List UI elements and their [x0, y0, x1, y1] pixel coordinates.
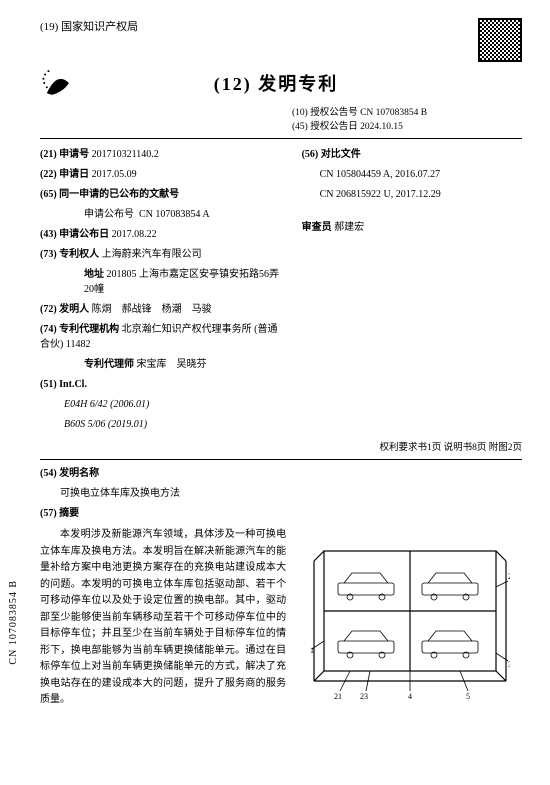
inventors: (72) 发明人 陈烔 郝战锋 杨潮 马骏 [40, 302, 284, 317]
application-no: (21) 申请号 201710321140.2 [40, 147, 284, 162]
cnipa-logo-icon [40, 66, 74, 100]
invention-name: 可换电立体车库及换电方法 [40, 486, 522, 501]
field-65: (65) 同一申请的已公布的文献号 [40, 187, 284, 202]
doc-type-title: (12) 发明专利 [214, 70, 339, 96]
invention-name-label: (54) 发明名称 [40, 466, 522, 481]
application-date: (22) 申请日 2017.05.09 [40, 167, 284, 182]
ipc-2: B60S 5/06 (2019.01) [64, 417, 284, 432]
examiner: 审查员 郝建宏 [302, 220, 522, 235]
divider [40, 459, 522, 460]
side-patent-code: CN 107083854 B [8, 580, 19, 665]
pub-no-row: (10) 授权公告号 CN 107083854 B [292, 104, 522, 118]
patentee: (73) 专利权人 上海蔚来汽车有限公司 [40, 247, 284, 262]
callout-5: 5 [466, 692, 470, 701]
citation-2: CN 206815922 U, 2017.12.29 [302, 187, 522, 202]
callout-23: 23 [360, 692, 368, 701]
qr-code [478, 18, 522, 62]
agent: 专利代理师 宋宝库 吴晓芬 [40, 357, 284, 372]
prior-pub-date: (43) 申请公布日 2017.08.22 [40, 227, 284, 242]
intcl-label: (51) Int.Cl. [40, 377, 284, 392]
authority-name: (19) 国家知识产权局 [40, 18, 138, 34]
callout-3: 3 [508, 660, 510, 669]
callout-1: 1 [310, 646, 314, 655]
citation-1: CN 105804459 A, 2016.07.27 [302, 167, 522, 182]
address: 地址 201805 上海市嘉定区安亭镇安拓路56弄20幢 [40, 267, 284, 297]
abstract-label: (57) 摘要 [40, 506, 522, 521]
divider [40, 138, 522, 139]
ipc-1: E04H 6/42 (2006.01) [64, 397, 284, 412]
page-counts: 权利要求书1页 说明书8页 附图2页 [40, 439, 522, 453]
abstract-text: 本发明涉及新能源汽车领域，具体涉及一种可换电立体车库及换电方法。本发明旨在解决新… [40, 527, 286, 709]
callout-21: 21 [334, 692, 342, 701]
citations-label: (56) 对比文件 [302, 147, 522, 162]
prior-pub-no: 申请公布号 CN 107083854 A [40, 207, 284, 222]
callout-2: 2 [508, 572, 510, 581]
callout-4: 4 [408, 692, 412, 701]
pub-date-row: (45) 授权公告日 2024.10.15 [292, 118, 522, 132]
patent-figure: 1 2 3 21 23 4 5 [310, 541, 510, 701]
agency: (74) 专利代理机构 北京瀚仁知识产权代理事务所 (普通合伙) 11482 [40, 322, 284, 352]
